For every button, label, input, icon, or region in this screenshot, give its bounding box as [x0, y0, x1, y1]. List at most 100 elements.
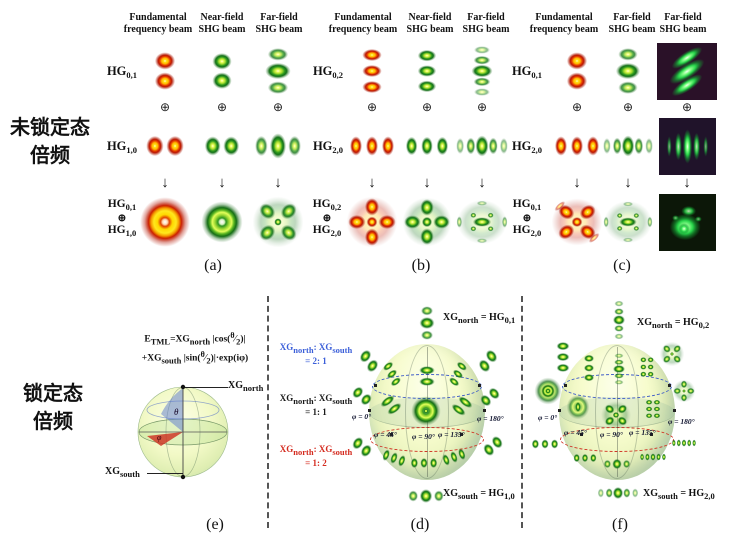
tml-equation-line1: ETML=XGnorth |cos(θ⁄2)|	[144, 331, 246, 347]
phi-135-label-d: φ = 135°	[438, 430, 465, 439]
caption-d: (d)	[410, 516, 430, 533]
north-pole-dot	[180, 384, 186, 390]
sphere-beam-pattern	[578, 353, 600, 383]
phi-90-label-f: φ = 90°	[600, 430, 623, 439]
phi-0-label-d: φ = 0°	[352, 412, 372, 421]
down-arrow-icon: ↓	[218, 175, 226, 191]
sphere-beam-pattern	[565, 393, 591, 421]
sphere-beam-pattern	[659, 341, 685, 367]
header-a-fundamental: Fundamental frequency beam	[123, 12, 193, 35]
beam-a-nearfield-hg01	[202, 48, 242, 94]
down-arrow-icon: ↓	[573, 175, 581, 191]
sphere-beam-pattern	[409, 452, 439, 474]
phi-45-label-d: φ = 45°	[374, 430, 397, 439]
sphere-beam-pattern	[480, 432, 506, 460]
tick-dot	[650, 433, 653, 436]
beam-b-farfield-hg02	[461, 44, 503, 98]
down-arrow-icon: ↓	[624, 175, 632, 191]
beam-b-sum-fundamental	[345, 195, 399, 249]
sphere-beam-pattern	[477, 384, 503, 410]
beam-c-experimental-hg20	[658, 117, 716, 175]
beam-b-sum-farfield	[455, 198, 509, 246]
beam-b-fundamental-hg20	[347, 125, 397, 167]
header-b-farfield: Far-field SHG beam	[462, 12, 510, 35]
down-arrow-icon: ↓	[274, 175, 282, 191]
panel-separator	[267, 296, 269, 528]
xg-north-label-e: XGnorth	[228, 380, 264, 393]
oplus-icon: ⊕	[216, 100, 228, 114]
caption-b: (b)	[411, 257, 431, 274]
sphere-beam-pattern	[414, 361, 440, 391]
beam-c-fundamental-hg01	[556, 47, 598, 95]
beam-c-sum-experimental	[658, 193, 716, 251]
south-pole-dot	[180, 474, 186, 480]
section-label-locked-line2: 倍频	[33, 411, 73, 433]
header-c-farfield-1: Far-field SHG beam	[608, 12, 656, 35]
oplus-icon: ⊕	[366, 100, 378, 114]
beam-b-sum-nearfield	[401, 196, 453, 248]
row-label-superposition-a: HG0,1 ⊕ HG1,0	[107, 198, 137, 239]
row-label-c-hg20: HG2,0	[511, 139, 543, 155]
oplus-icon: ⊕	[421, 100, 433, 114]
sphere-beam-pattern	[349, 383, 375, 409]
sphere-beam-pattern	[639, 448, 667, 466]
beam-a-farfield-hg01	[256, 45, 300, 97]
sphere-beam-pattern	[446, 360, 470, 388]
tick-dot	[478, 384, 481, 387]
header-c-farfield-2: Far-field SHG beam	[659, 12, 707, 35]
sphere-beam-pattern	[671, 434, 697, 452]
tick-dot	[558, 409, 561, 412]
tick-dot	[374, 384, 377, 387]
sphere-beam-pattern	[533, 376, 563, 406]
down-arrow-icon: ↓	[368, 175, 376, 191]
tick-dot	[580, 433, 583, 436]
north-pointer-line	[185, 387, 228, 388]
phi-180-label-f: φ = 180°	[668, 417, 695, 426]
row-label-c-hg01: HG0,1	[511, 64, 543, 80]
caption-c: (c)	[613, 257, 631, 274]
phi-45-label-f: φ = 45°	[564, 428, 587, 437]
phi-180-label-d: φ = 180°	[477, 414, 504, 423]
down-arrow-icon: ↓	[423, 175, 431, 191]
sphere-beam-pattern	[530, 434, 560, 454]
oplus-icon: ⊕	[571, 100, 583, 114]
sphere-beam-pattern	[381, 445, 407, 471]
sphere-beam-pattern	[441, 444, 467, 470]
row-label-a-hg01: HG0,1	[106, 64, 138, 80]
phi-symbol: φ	[157, 433, 162, 442]
tml-equation: ETML=XGnorth |cos(θ⁄2)| +XGsouth |sin(θ⁄…	[120, 330, 270, 367]
poincare-sphere-e: θ φ	[137, 384, 229, 480]
sphere-beam-pattern	[607, 299, 631, 341]
phi-0-label-f: φ = 0°	[538, 413, 558, 422]
beam-b-fundamental-hg02	[351, 46, 393, 96]
sphere-beam-pattern	[602, 455, 632, 473]
phi-wedge	[147, 432, 183, 446]
sphere-beam-pattern	[672, 379, 696, 403]
beam-a-sum-nearfield-ring	[197, 197, 247, 247]
caption-e: (e)	[206, 516, 224, 533]
sphere-beam-pattern	[572, 449, 598, 467]
oplus-icon: ⊕	[681, 100, 693, 114]
down-arrow-icon: ↓	[478, 175, 486, 191]
section-label-unlocked-line2: 倍频	[30, 145, 70, 167]
row-label-a-hg10: HG1,0	[106, 139, 138, 155]
tick-dot	[460, 433, 463, 436]
sphere-beam-pattern	[639, 395, 667, 423]
tml-equation-line2: +XGsouth |sin(θ⁄2)|·exp(iφ)	[141, 349, 249, 366]
south-pointer-line	[147, 473, 183, 474]
sphere-beam-pattern	[410, 395, 442, 427]
meridian	[404, 345, 450, 479]
beam-a-farfield-hg10	[252, 124, 304, 168]
tick-dot	[390, 433, 393, 436]
sphere-beam-pattern	[349, 433, 375, 461]
tick-dot	[673, 409, 676, 412]
section-label-locked: 锁定态 倍频	[5, 380, 101, 436]
ratio-label-2-1: XGnorth: XGsouth = 2: 1	[279, 342, 353, 367]
tick-dot	[368, 409, 371, 412]
beam-c-fundamental-hg20	[552, 125, 602, 167]
beam-b-nearfield-hg02	[407, 47, 447, 95]
ratio-label-1-2: XGnorth: XGsouth = 1: 2	[279, 444, 353, 469]
beam-a-sum-fundamental-ring	[138, 195, 192, 249]
sphere-beam-pattern	[448, 393, 476, 419]
header-c-fundamental: Fundamental frequency beam	[529, 12, 599, 35]
